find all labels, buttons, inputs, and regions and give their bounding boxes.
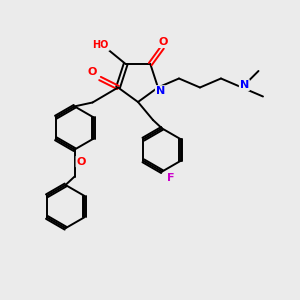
Text: O: O [76, 157, 86, 166]
Text: HO: HO [93, 40, 109, 50]
Text: N: N [156, 86, 165, 96]
Text: O: O [88, 67, 97, 77]
Text: O: O [158, 37, 168, 47]
Text: F: F [167, 173, 174, 183]
Text: N: N [240, 80, 249, 90]
